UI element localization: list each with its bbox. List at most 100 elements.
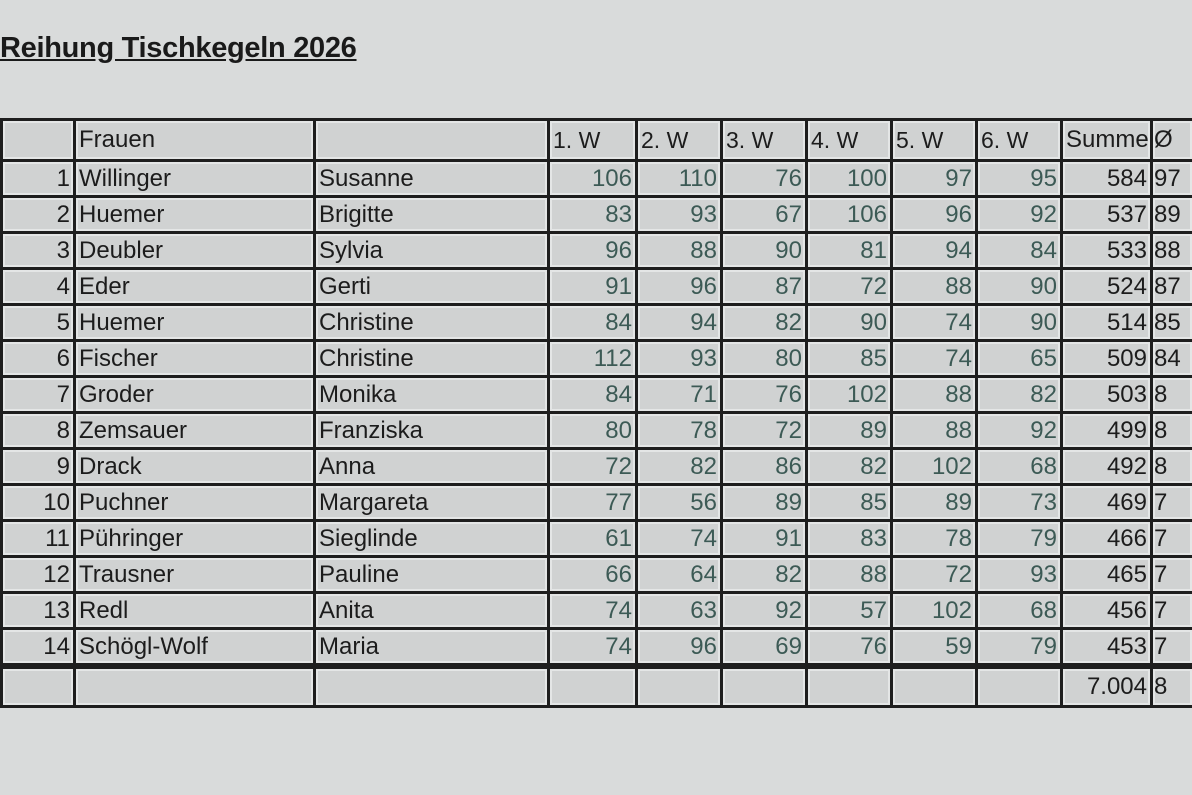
week-5-score-cell: 88 <box>890 375 978 414</box>
table-row: 8 Zemsauer Franziska 80 78 72 89 88 92 499 8 <box>0 411 1192 450</box>
week-6-score-cell: 95 <box>975 159 1063 198</box>
rank-cell: 8 <box>0 411 76 450</box>
week-3-score-cell: 69 <box>720 627 808 668</box>
week-3-score-cell: 67 <box>720 195 808 234</box>
sum-cell: 524 <box>1060 267 1153 306</box>
empty-cell <box>720 663 808 708</box>
week-2-score-cell: 88 <box>635 231 723 270</box>
last-name-cell: Eder <box>73 267 316 306</box>
week-4-score-cell: 106 <box>805 195 893 234</box>
week-3-score-cell: 82 <box>720 303 808 342</box>
first-name-cell: Maria <box>313 627 550 668</box>
week-6-score-cell: 79 <box>975 627 1063 668</box>
week-3-score-cell: 86 <box>720 447 808 486</box>
week-5-score-cell: 72 <box>890 555 978 594</box>
rank-cell: 11 <box>0 519 76 558</box>
last-name-cell: Willinger <box>73 159 316 198</box>
table-row: 5 Huemer Christine 84 94 82 90 74 90 514 85 <box>0 303 1192 342</box>
average-cell: 8 <box>1150 447 1192 486</box>
week-1-score-cell: 66 <box>547 555 638 594</box>
last-name-cell: Trausner <box>73 555 316 594</box>
week-6-score-cell: 92 <box>975 195 1063 234</box>
first-name-cell: Anita <box>313 591 550 630</box>
week-6-score-cell: 90 <box>975 303 1063 342</box>
last-name-cell: Pühringer <box>73 519 316 558</box>
empty-cell <box>635 663 723 708</box>
week-4-score-cell: 72 <box>805 267 893 306</box>
average-cell: 7 <box>1150 555 1192 594</box>
average-cell: 7 <box>1150 627 1192 668</box>
first-name-cell: Margareta <box>313 483 550 522</box>
empty-cell <box>73 663 316 708</box>
week-6-score-cell: 84 <box>975 231 1063 270</box>
table-row: 7 Groder Monika 84 71 76 102 88 82 503 8 <box>0 375 1192 414</box>
table-row: 13 Redl Anita 74 63 92 57 102 68 456 7 <box>0 591 1192 630</box>
header-week-6: 6. W <box>975 118 1063 162</box>
week-2-score-cell: 96 <box>635 267 723 306</box>
week-3-score-cell: 76 <box>720 375 808 414</box>
sum-cell: 533 <box>1060 231 1153 270</box>
first-name-cell: Sieglinde <box>313 519 550 558</box>
week-3-score-cell: 92 <box>720 591 808 630</box>
week-2-score-cell: 63 <box>635 591 723 630</box>
last-name-cell: Drack <box>73 447 316 486</box>
week-3-score-cell: 89 <box>720 483 808 522</box>
week-5-score-cell: 74 <box>890 339 978 378</box>
week-1-score-cell: 91 <box>547 267 638 306</box>
sum-cell: 466 <box>1060 519 1153 558</box>
week-3-score-cell: 80 <box>720 339 808 378</box>
empty-cell <box>547 663 638 708</box>
rank-cell: 10 <box>0 483 76 522</box>
week-2-score-cell: 56 <box>635 483 723 522</box>
week-6-score-cell: 79 <box>975 519 1063 558</box>
week-5-score-cell: 78 <box>890 519 978 558</box>
week-4-score-cell: 85 <box>805 483 893 522</box>
week-5-score-cell: 88 <box>890 267 978 306</box>
rank-cell: 4 <box>0 267 76 306</box>
first-name-cell: Sylvia <box>313 231 550 270</box>
rank-cell: 9 <box>0 447 76 486</box>
table-row: 4 Eder Gerti 91 96 87 72 88 90 524 87 <box>0 267 1192 306</box>
week-4-score-cell: 90 <box>805 303 893 342</box>
week-6-score-cell: 90 <box>975 267 1063 306</box>
week-1-score-cell: 74 <box>547 591 638 630</box>
week-6-score-cell: 82 <box>975 375 1063 414</box>
last-name-cell: Deubler <box>73 231 316 270</box>
first-name-cell: Monika <box>313 375 550 414</box>
empty-cell <box>0 663 76 708</box>
sum-cell: 509 <box>1060 339 1153 378</box>
last-name-cell: Groder <box>73 375 316 414</box>
header-group: Frauen <box>73 118 316 162</box>
sum-cell: 537 <box>1060 195 1153 234</box>
empty-cell <box>313 663 550 708</box>
average-cell: 8 <box>1150 375 1192 414</box>
week-1-score-cell: 84 <box>547 303 638 342</box>
table-row: 9 Drack Anna 72 82 86 82 102 68 492 8 <box>0 447 1192 486</box>
sum-cell: 499 <box>1060 411 1153 450</box>
rank-cell: 14 <box>0 627 76 668</box>
header-week-2: 2. W <box>635 118 723 162</box>
average-cell: 7 <box>1150 591 1192 630</box>
empty-cell <box>890 663 978 708</box>
week-4-score-cell: 81 <box>805 231 893 270</box>
week-3-score-cell: 87 <box>720 267 808 306</box>
week-3-score-cell: 72 <box>720 411 808 450</box>
table-row: 2 Huemer Brigitte 83 93 67 106 96 92 537 89 <box>0 195 1192 234</box>
week-2-score-cell: 64 <box>635 555 723 594</box>
empty-cell <box>805 663 893 708</box>
rank-cell: 12 <box>0 555 76 594</box>
header-average: Ø <box>1150 118 1192 162</box>
average-cell: 7 <box>1150 483 1192 522</box>
table-row: 11 Pühringer Sieglinde 61 74 91 83 78 79 466 7 <box>0 519 1192 558</box>
week-2-score-cell: 94 <box>635 303 723 342</box>
week-1-score-cell: 74 <box>547 627 638 668</box>
rank-cell: 3 <box>0 231 76 270</box>
first-name-cell: Anna <box>313 447 550 486</box>
week-6-score-cell: 73 <box>975 483 1063 522</box>
rank-cell: 7 <box>0 375 76 414</box>
first-name-cell: Christine <box>313 303 550 342</box>
week-3-score-cell: 91 <box>720 519 808 558</box>
week-1-score-cell: 106 <box>547 159 638 198</box>
average-cell: 7 <box>1150 519 1192 558</box>
page-title: Reihung Tischkegeln 2026 <box>0 32 357 64</box>
